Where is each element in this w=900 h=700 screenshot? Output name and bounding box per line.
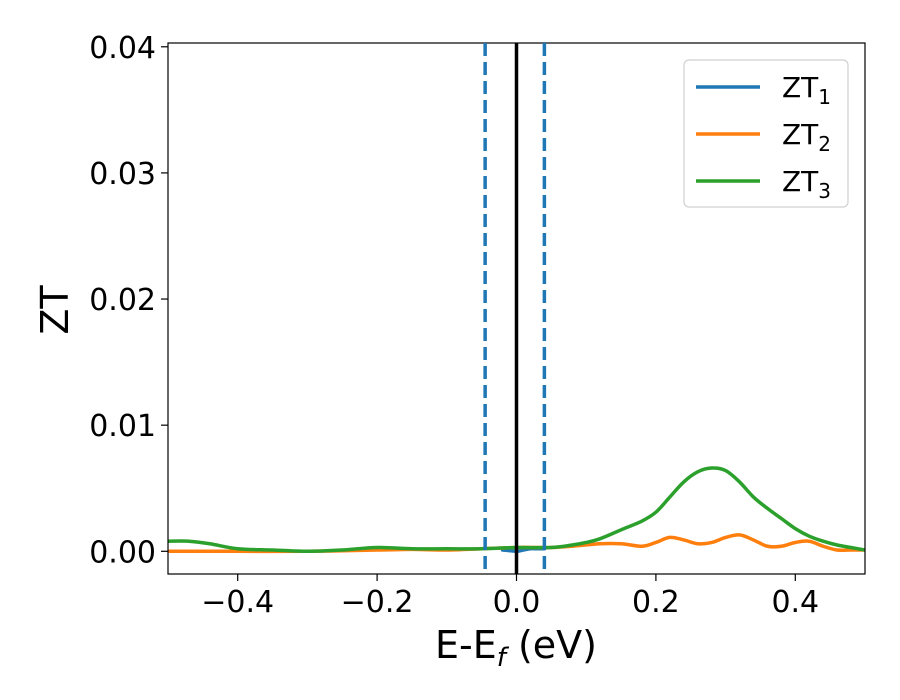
y-tick-label: 0.00 — [89, 535, 156, 570]
series-group — [168, 466, 865, 554]
reference-lines — [483, 43, 547, 574]
legend: ZT1 ZT2 ZT3 — [683, 59, 849, 208]
legend-box — [683, 59, 849, 208]
y-axis-label: ZT — [33, 285, 77, 335]
x-tick-label: 0.2 — [632, 585, 680, 620]
x-axis: −0.4 −0.2 0.0 0.2 0.4 — [201, 574, 819, 620]
y-axis: 0.00 0.01 0.02 0.03 0.04 — [89, 31, 168, 570]
x-axis-label: E-Ef (eV) — [435, 623, 597, 673]
y-tick-label: 0.01 — [89, 409, 156, 444]
series-line-3 — [168, 466, 865, 554]
x-tick-label: 0.0 — [493, 585, 541, 620]
x-tick-label: 0.4 — [771, 585, 819, 620]
y-tick-label: 0.02 — [89, 283, 156, 318]
legend-label-1: ZT1 — [782, 71, 831, 109]
x-tick-label: −0.2 — [341, 585, 414, 620]
legend-label-3: ZT3 — [782, 165, 831, 203]
y-tick-label: 0.04 — [89, 31, 156, 66]
y-tick-label: 0.03 — [89, 157, 156, 192]
x-tick-label: −0.4 — [201, 585, 274, 620]
legend-label-2: ZT2 — [782, 118, 831, 156]
